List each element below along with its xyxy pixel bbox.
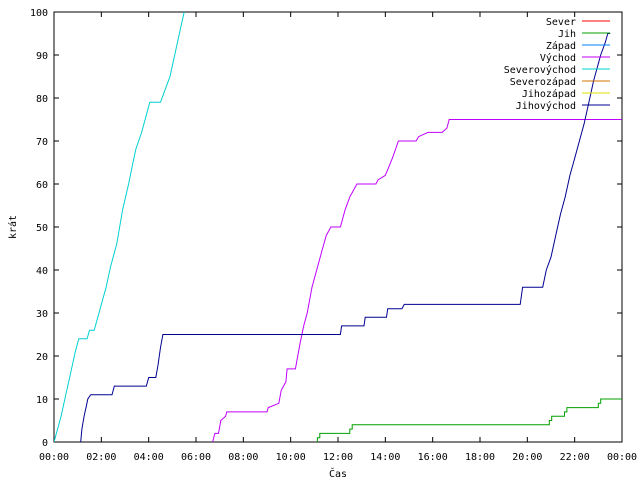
y-tick-label: 90: [36, 51, 48, 62]
y-tick-label: 50: [36, 223, 48, 234]
x-tick-label: 10:00: [276, 452, 306, 463]
legend-label: Severovýchod: [504, 64, 576, 76]
x-tick-label: 22:00: [560, 452, 590, 463]
x-tick-label: 14:00: [370, 452, 400, 463]
y-tick-label: 80: [36, 94, 48, 105]
series-line: [212, 119, 622, 442]
legend-label: Jihovýchod: [516, 100, 576, 112]
series-line: [80, 33, 611, 442]
y-tick-label: 10: [36, 395, 48, 406]
y-tick-label: 40: [36, 266, 48, 277]
legend-label: Východ: [540, 52, 576, 64]
series-line: [54, 12, 185, 442]
x-tick-label: 00:00: [39, 452, 69, 463]
legend: SeverJihZápadVýchodSeverovýchodSeverozáp…: [504, 17, 610, 112]
y-tick-label: 20: [36, 352, 48, 363]
x-tick-label: 16:00: [418, 452, 448, 463]
x-tick-label: 08:00: [228, 452, 258, 463]
legend-label: Jih: [558, 29, 576, 40]
y-axis-label: krát: [7, 215, 19, 239]
x-tick-label: 18:00: [465, 452, 495, 463]
x-tick-label: 20:00: [512, 452, 542, 463]
legend-label: Jihozápad: [522, 88, 576, 100]
y-tick-label: 30: [36, 309, 48, 320]
y-tick-label: 70: [36, 137, 48, 148]
y-tick-label: 100: [30, 8, 48, 19]
y-tick-label: 0: [42, 438, 48, 449]
x-tick-label: 12:00: [323, 452, 353, 463]
y-tick-label: 60: [36, 180, 48, 191]
legend-label: Sever: [546, 17, 576, 28]
plot-area: 00:00 02:00 04:00 06:00 08:00 10:00 12:00 14:00…: [30, 8, 637, 463]
legend-label: Severozápad: [510, 76, 576, 88]
x-axis-label: Čas: [329, 467, 347, 480]
series-line: [316, 398, 622, 442]
x-tick-label: 04:00: [134, 452, 164, 463]
x-tick-label: 02:00: [86, 452, 116, 463]
legend-label: Západ: [546, 40, 576, 52]
series-lines: [54, 12, 622, 442]
x-tick-label: 06:00: [181, 452, 211, 463]
x-tick-label: 00:00: [607, 452, 637, 463]
